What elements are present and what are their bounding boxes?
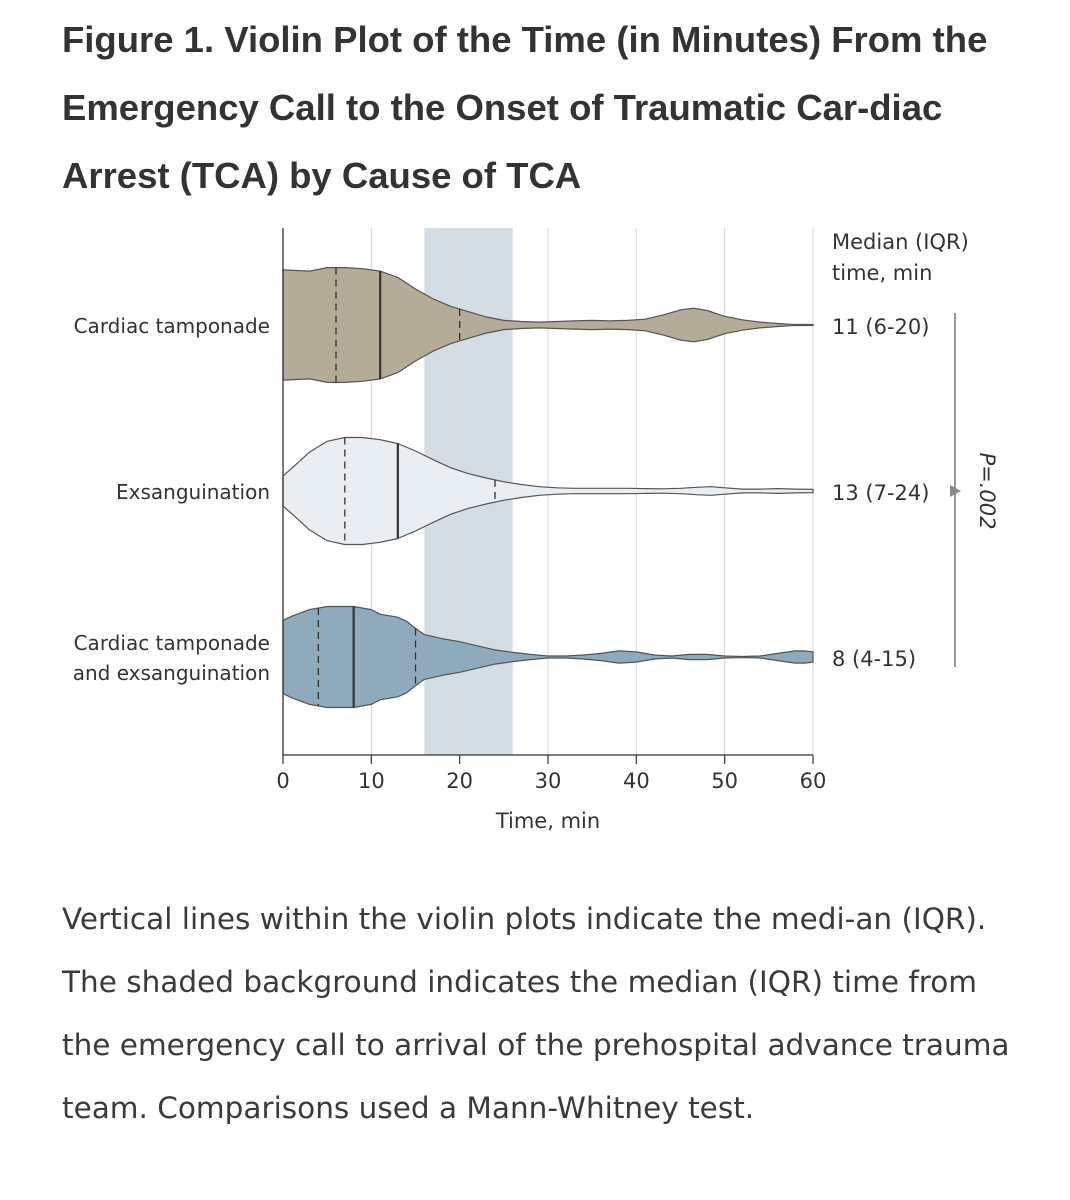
violin-shape [282, 436, 814, 546]
median-iqr-value: 11 (6-20) [832, 315, 929, 339]
p-value-arrow-icon [950, 485, 961, 497]
x-axis-label: Time, min [495, 809, 600, 833]
x-tick-label: 10 [358, 769, 385, 793]
x-tick-label: 30 [535, 769, 562, 793]
group-labels: Cardiac tamponade Exsanguination Cardiac t… [73, 314, 270, 685]
group-label: and exsanguination [73, 661, 270, 685]
figure-title: Figure 1. Violin Plot of the Time (in Mi… [62, 19, 988, 196]
median-annotations: 11 (6-20) 13 (7-24) 8 (4-15) [832, 315, 929, 671]
x-tick-label: 20 [446, 769, 473, 793]
median-iqr-header: Median (IQR) time, min [832, 230, 969, 285]
p-value-label: P=.002 [975, 452, 999, 529]
x-tick-label: 0 [276, 769, 289, 793]
group-label: Exsanguination [116, 480, 270, 504]
median-iqr-value: 8 (4-15) [832, 647, 916, 671]
x-tick-label: 50 [711, 769, 738, 793]
group-label: Cardiac tamponade [74, 631, 270, 655]
header-line: time, min [832, 261, 932, 285]
violin-chart: 0 10 20 30 40 50 60 Time, min Cardiac tamponad… [73, 228, 999, 833]
median-iqr-value: 13 (7-24) [832, 481, 929, 505]
group-label: Cardiac tamponade [74, 314, 270, 338]
x-ticks: 0 10 20 30 40 50 60 [276, 755, 826, 793]
violin-shape [282, 267, 814, 383]
x-tick-label: 60 [800, 769, 827, 793]
figure-caption: Vertical lines within the violin plots i… [62, 902, 1010, 1125]
x-tick-label: 40 [623, 769, 650, 793]
violins [282, 267, 814, 709]
header-line: Median (IQR) [832, 230, 969, 254]
